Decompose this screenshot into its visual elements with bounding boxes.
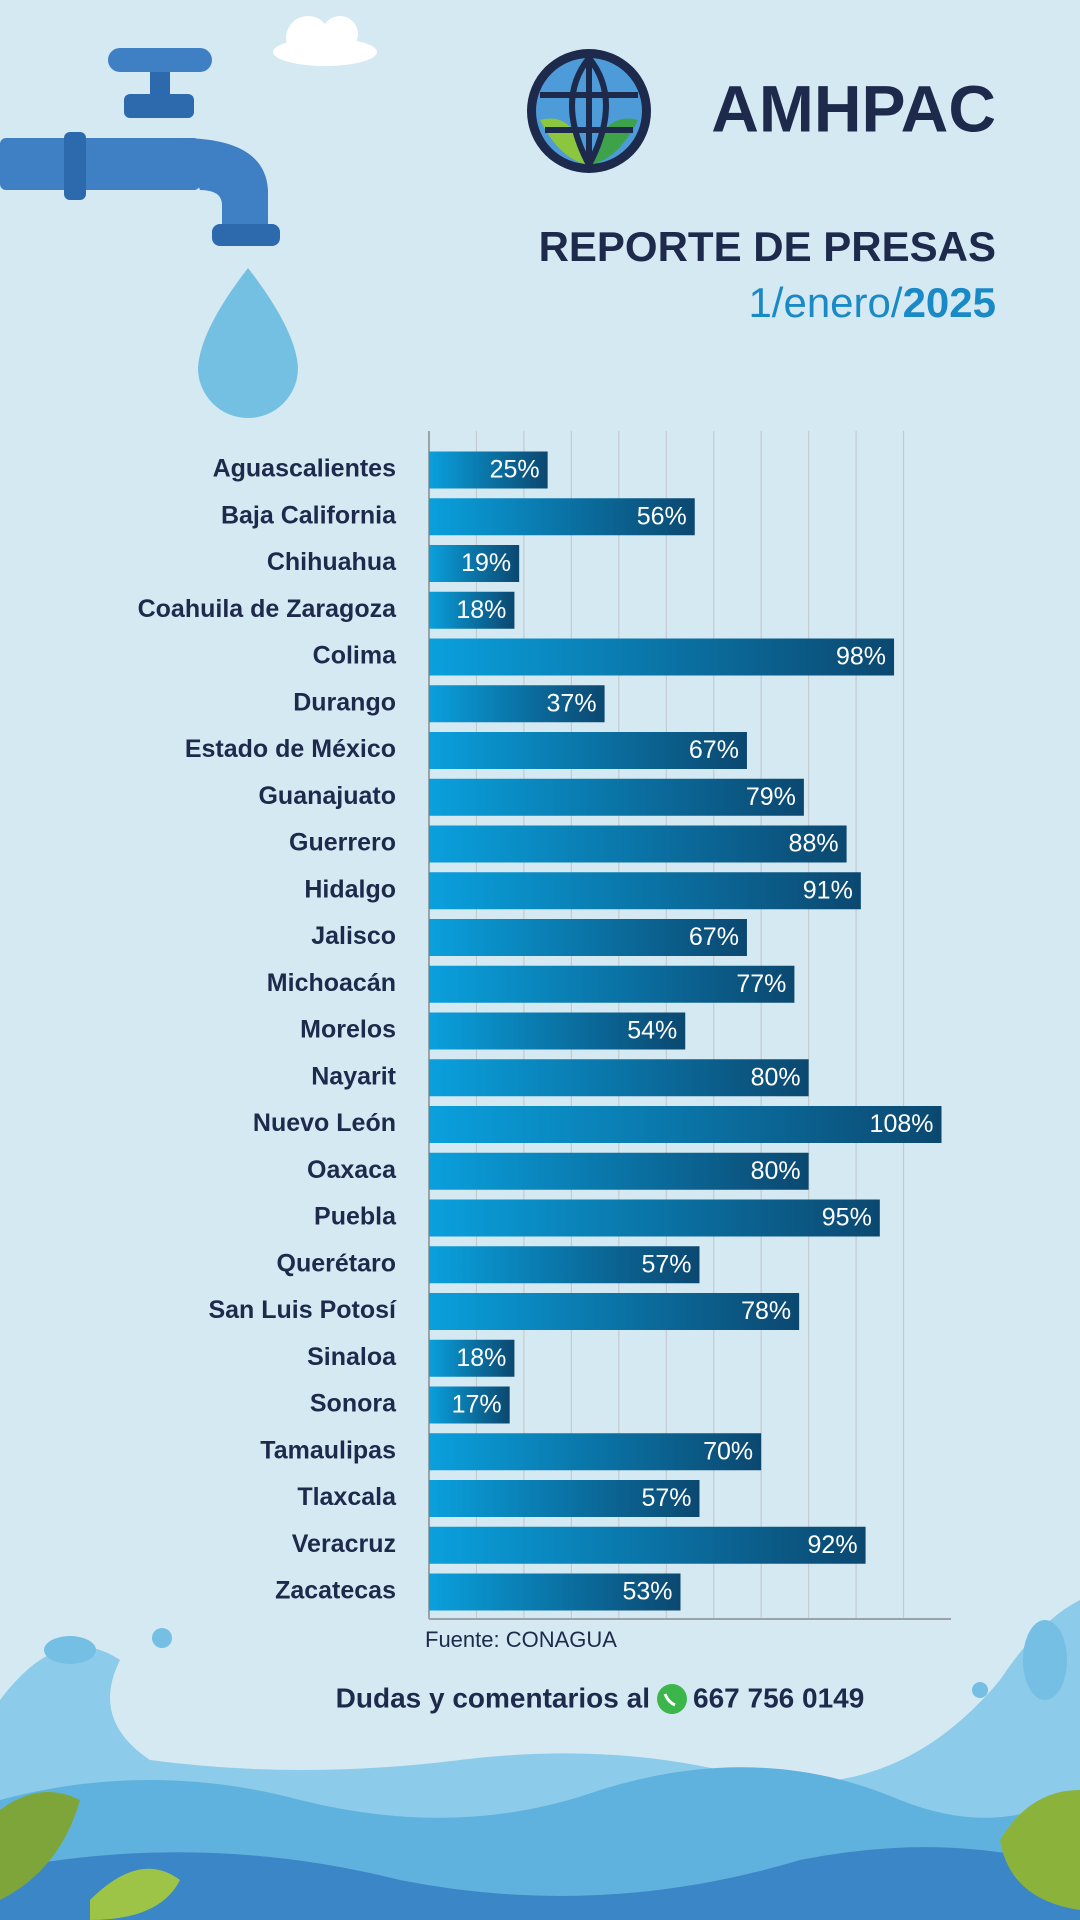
bar <box>429 1386 510 1424</box>
category-label: Puebla <box>314 1203 397 1231</box>
cloud <box>273 16 377 66</box>
category-label: Michoacán <box>267 969 396 997</box>
whatsapp-icon-glyph <box>663 1693 676 1707</box>
bar <box>429 1433 762 1471</box>
category-label: Baja California <box>221 501 397 529</box>
value-label: 56% <box>637 502 687 530</box>
value-label: 78% <box>741 1297 791 1325</box>
value-label: 18% <box>456 596 506 624</box>
category-label: San Luis Potosí <box>208 1296 397 1324</box>
bar <box>429 545 520 582</box>
category-label: Tlaxcala <box>297 1483 397 1511</box>
bar <box>429 685 605 723</box>
value-label: 17% <box>452 1391 502 1419</box>
bar <box>429 1526 866 1564</box>
value-label: 80% <box>751 1063 801 1091</box>
category-label: Jalisco <box>311 922 396 950</box>
source-note: Fuente: CONAGUA <box>425 1627 617 1652</box>
category-label: Colima <box>313 642 397 670</box>
bar <box>429 591 515 629</box>
bar <box>429 778 804 816</box>
bar <box>429 1152 809 1190</box>
value-label: 25% <box>490 456 540 484</box>
value-label: 80% <box>751 1157 801 1185</box>
category-label: Sonora <box>310 1390 397 1418</box>
category-label: Chihuahua <box>267 548 397 576</box>
value-label: 77% <box>736 970 786 998</box>
category-label: Zacatecas <box>275 1577 396 1605</box>
bar <box>429 638 895 676</box>
whatsapp-icon <box>657 1684 687 1714</box>
category-label: Nuevo León <box>253 1109 396 1137</box>
value-label: 108% <box>870 1110 934 1138</box>
category-label: Guanajuato <box>258 782 396 810</box>
bar <box>429 1012 686 1050</box>
bar <box>429 1480 700 1517</box>
value-label: 18% <box>456 1344 506 1372</box>
water-drop <box>198 268 298 418</box>
bar <box>429 1059 809 1097</box>
category-label: Durango <box>293 688 396 716</box>
category-label: Tamaulipas <box>260 1436 396 1464</box>
chart-title: REPORTE DE PRESAS <box>539 223 996 270</box>
subtitle-date: 1/enero/ <box>748 279 902 326</box>
category-label: Aguascalientes <box>213 455 396 483</box>
bar <box>429 1293 800 1330</box>
value-label: 95% <box>822 1204 872 1232</box>
value-label: 92% <box>808 1531 858 1559</box>
value-label: 37% <box>547 689 597 717</box>
bar <box>429 1199 880 1237</box>
value-label: 70% <box>703 1437 753 1465</box>
contact-text: Dudas y comentarios al <box>336 1682 650 1713</box>
bar <box>429 872 861 910</box>
value-label: 79% <box>746 783 796 811</box>
logo-text: AMHPAC <box>711 71 996 145</box>
bar <box>429 1573 681 1611</box>
category-label: Estado de México <box>185 735 396 763</box>
contact-phone: 667 756 0149 <box>693 1682 864 1713</box>
bar <box>429 451 548 489</box>
category-label: Hidalgo <box>304 875 396 903</box>
category-label: Querétaro <box>277 1249 396 1277</box>
value-label: 98% <box>836 643 886 671</box>
bar <box>429 1339 515 1377</box>
value-label: 57% <box>641 1484 691 1512</box>
bar <box>429 732 747 769</box>
subtitle-year: 2025 <box>903 279 996 326</box>
value-label: 67% <box>689 923 739 951</box>
bar <box>429 498 695 536</box>
category-label: Oaxaca <box>307 1156 397 1184</box>
bar <box>429 919 747 956</box>
value-label: 91% <box>803 876 853 904</box>
bar-chart: Aguascalientes 25% Baja California 56% Chihu… <box>138 431 951 1620</box>
category-label: Nayarit <box>311 1062 396 1090</box>
value-label: 53% <box>622 1578 672 1606</box>
value-label: 19% <box>461 549 511 577</box>
bar <box>429 965 795 1003</box>
bar <box>429 1246 700 1284</box>
category-label: Morelos <box>300 1016 396 1044</box>
faucet <box>0 48 280 246</box>
bar <box>429 825 847 863</box>
category-label: Sinaloa <box>307 1343 397 1371</box>
category-label: Coahuila de Zaragoza <box>138 595 397 623</box>
category-label: Guerrero <box>289 829 396 857</box>
category-label: Veracruz <box>292 1530 396 1558</box>
chart-subtitle: 1/enero/2025 <box>748 279 996 326</box>
value-label: 54% <box>627 1017 677 1045</box>
value-label: 67% <box>689 736 739 764</box>
value-label: 57% <box>641 1250 691 1278</box>
waves <box>0 1600 1080 1920</box>
bar <box>429 1106 942 1143</box>
value-label: 88% <box>789 830 839 858</box>
logo-globe <box>527 49 651 173</box>
